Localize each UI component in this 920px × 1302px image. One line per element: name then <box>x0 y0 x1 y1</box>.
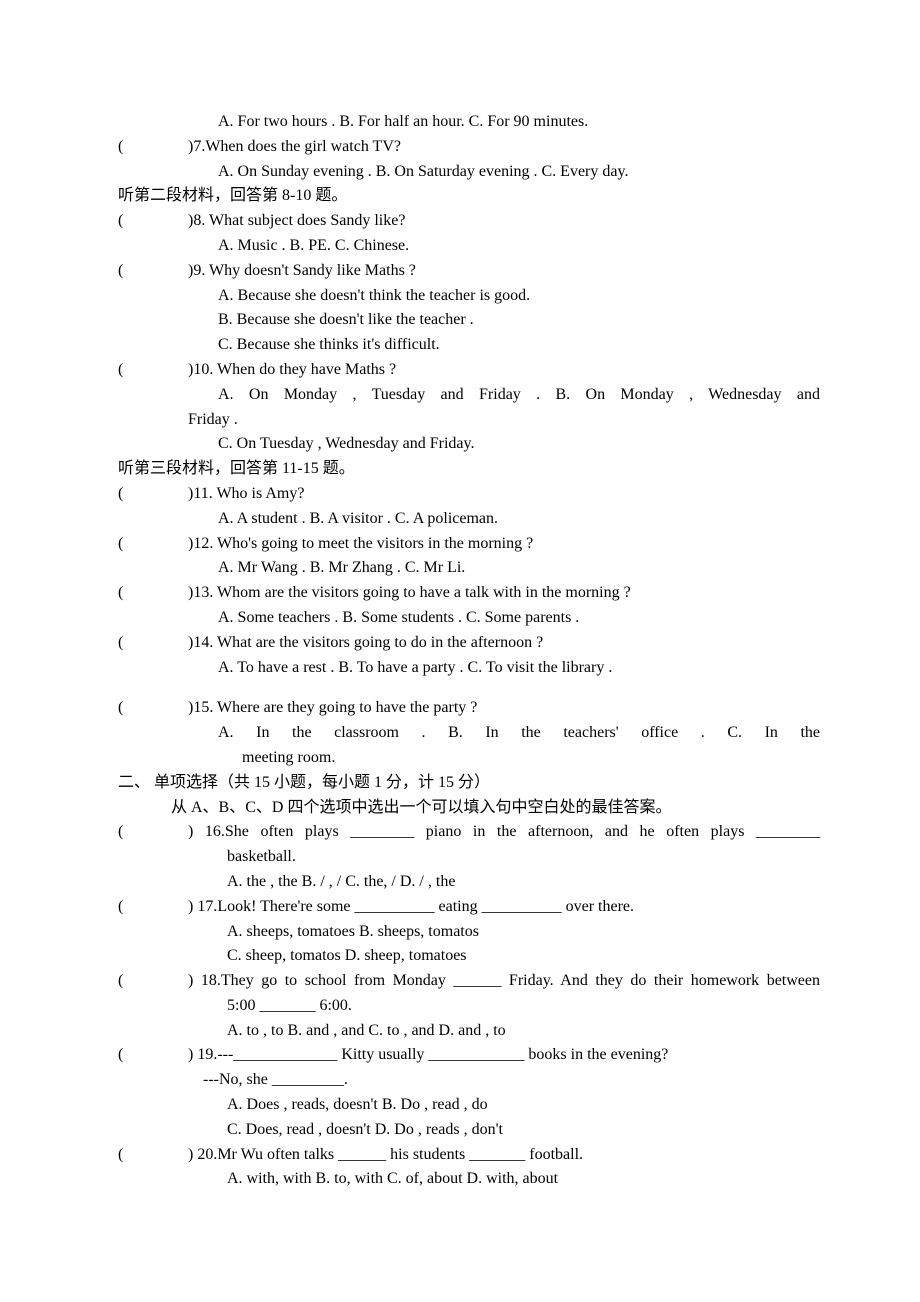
q12-text: )12. Who's going to meet the visitors in… <box>188 532 820 557</box>
q13-text: )13. Whom are the visitors going to have… <box>188 581 820 606</box>
q16-text: ) 16.She often plays ________ piano in t… <box>188 820 820 845</box>
paren-box[interactable]: ( <box>118 631 188 656</box>
question-13: ( )13. Whom are the visitors going to ha… <box>118 581 820 606</box>
option-line-q12: A. Mr Wang . B. Mr Zhang . C. Mr Li. <box>118 556 820 581</box>
question-16: ( ) 16.She often plays ________ piano in… <box>118 820 820 845</box>
paren-box[interactable]: ( <box>118 820 188 845</box>
paren-box[interactable]: ( <box>118 895 188 920</box>
q17-text: ) 17.Look! There're some __________ eati… <box>188 895 820 920</box>
question-9: ( )9. Why doesn't Sandy like Maths ? <box>118 259 820 284</box>
question-8: ( )8. What subject does Sandy like? <box>118 209 820 234</box>
option-q10-a: A. On Monday , Tuesday and Friday . B. O… <box>118 383 820 408</box>
question-11: ( )11. Who is Amy? <box>118 482 820 507</box>
option-line-q8: A. Music . B. PE. C. Chinese. <box>118 234 820 259</box>
paren-box[interactable]: ( <box>118 969 188 994</box>
option-line-q7: A. On Sunday evening . B. On Saturday ev… <box>118 160 820 185</box>
q18-text: ) 18.They go to school from Monday _____… <box>188 969 820 994</box>
option-q17-cd: C. sheep, tomatos D. sheep, tomatoes <box>118 944 820 969</box>
question-19: ( ) 19.---_____________ Kitty usually __… <box>118 1043 820 1068</box>
question-18: ( ) 18.They go to school from Monday ___… <box>118 969 820 994</box>
paren-box[interactable]: ( <box>118 209 188 234</box>
question-20: ( ) 20.Mr Wu often talks ______ his stud… <box>118 1143 820 1168</box>
question-12: ( )12. Who's going to meet the visitors … <box>118 532 820 557</box>
option-line-q11: A. A student . B. A visitor . C. A polic… <box>118 507 820 532</box>
option-q10-c: C. On Tuesday , Wednesday and Friday. <box>118 432 820 457</box>
q19-response: ---No, she _________. <box>118 1068 820 1093</box>
q18-cont: 5:00 _______ 6:00. <box>118 994 820 1019</box>
option-q19-cd: C. Does, read , doesn't D. Do , reads , … <box>118 1118 820 1143</box>
paren-box[interactable]: ( <box>118 358 188 383</box>
option-q10-a-cont: Friday . <box>118 408 820 433</box>
q9-text: )9. Why doesn't Sandy like Maths ? <box>188 259 820 284</box>
option-line-q6: A. For two hours . B. For half an hour. … <box>118 110 820 135</box>
option-q17-ab: A. sheeps, tomatoes B. sheeps, tomatos <box>118 920 820 945</box>
paren-box[interactable]: ( <box>118 581 188 606</box>
question-17: ( ) 17.Look! There're some __________ ea… <box>118 895 820 920</box>
question-15: ( )15. Where are they going to have the … <box>118 696 820 721</box>
option-line-q15: A. In the classroom . B. In the teachers… <box>118 721 820 746</box>
paren-box[interactable]: ( <box>118 696 188 721</box>
section-2-heading: 二、 单项选择（共 15 小题，每小题 1 分，计 15 分） <box>118 771 820 796</box>
q7-text: )7.When does the girl watch TV? <box>188 135 820 160</box>
q8-text: )8. What subject does Sandy like? <box>188 209 820 234</box>
option-line-q20: A. with, with B. to, with C. of, about D… <box>118 1167 820 1192</box>
option-q9-a: A. Because she doesn't think the teacher… <box>118 284 820 309</box>
option-line-q16: A. the , the B. / , / C. the, / D. / , t… <box>118 870 820 895</box>
q10-text: )10. When do they have Maths ? <box>188 358 820 383</box>
option-line-q13: A. Some teachers . B. Some students . C.… <box>118 606 820 631</box>
section-heading-3: 听第三段材料，回答第 11-15 题。 <box>118 457 820 482</box>
section-heading-2: 听第二段材料，回答第 8-10 题。 <box>118 184 820 209</box>
q20-text: ) 20.Mr Wu often talks ______ his studen… <box>188 1143 820 1168</box>
question-7: ( )7.When does the girl watch TV? <box>118 135 820 160</box>
paren-box[interactable]: ( <box>118 135 188 160</box>
q15-text: )15. Where are they going to have the pa… <box>188 696 820 721</box>
section-2-instruction: 从 A、B、C、D 四个选项中选出一个可以填入句中空白处的最佳答案。 <box>118 796 820 821</box>
option-line-q14: A. To have a rest . B. To have a party .… <box>118 656 820 681</box>
paren-box[interactable]: ( <box>118 1143 188 1168</box>
option-q15-cont: meeting room. <box>118 746 820 771</box>
q16-cont: basketball. <box>118 845 820 870</box>
q11-text: )11. Who is Amy? <box>188 482 820 507</box>
q19-text: ) 19.---_____________ Kitty usually ____… <box>188 1043 820 1068</box>
q14-text: )14. What are the visitors going to do i… <box>188 631 820 656</box>
paren-box[interactable]: ( <box>118 532 188 557</box>
paren-box[interactable]: ( <box>118 482 188 507</box>
option-q9-b: B. Because she doesn't like the teacher … <box>118 308 820 333</box>
paren-box[interactable]: ( <box>118 259 188 284</box>
question-10: ( )10. When do they have Maths ? <box>118 358 820 383</box>
spacer <box>118 680 820 696</box>
question-14: ( )14. What are the visitors going to do… <box>118 631 820 656</box>
option-line-q18: A. to , to B. and , and C. to , and D. a… <box>118 1019 820 1044</box>
option-q9-c: C. Because she thinks it's difficult. <box>118 333 820 358</box>
option-q19-ab: A. Does , reads, doesn't B. Do , read , … <box>118 1093 820 1118</box>
paren-box[interactable]: ( <box>118 1043 188 1068</box>
